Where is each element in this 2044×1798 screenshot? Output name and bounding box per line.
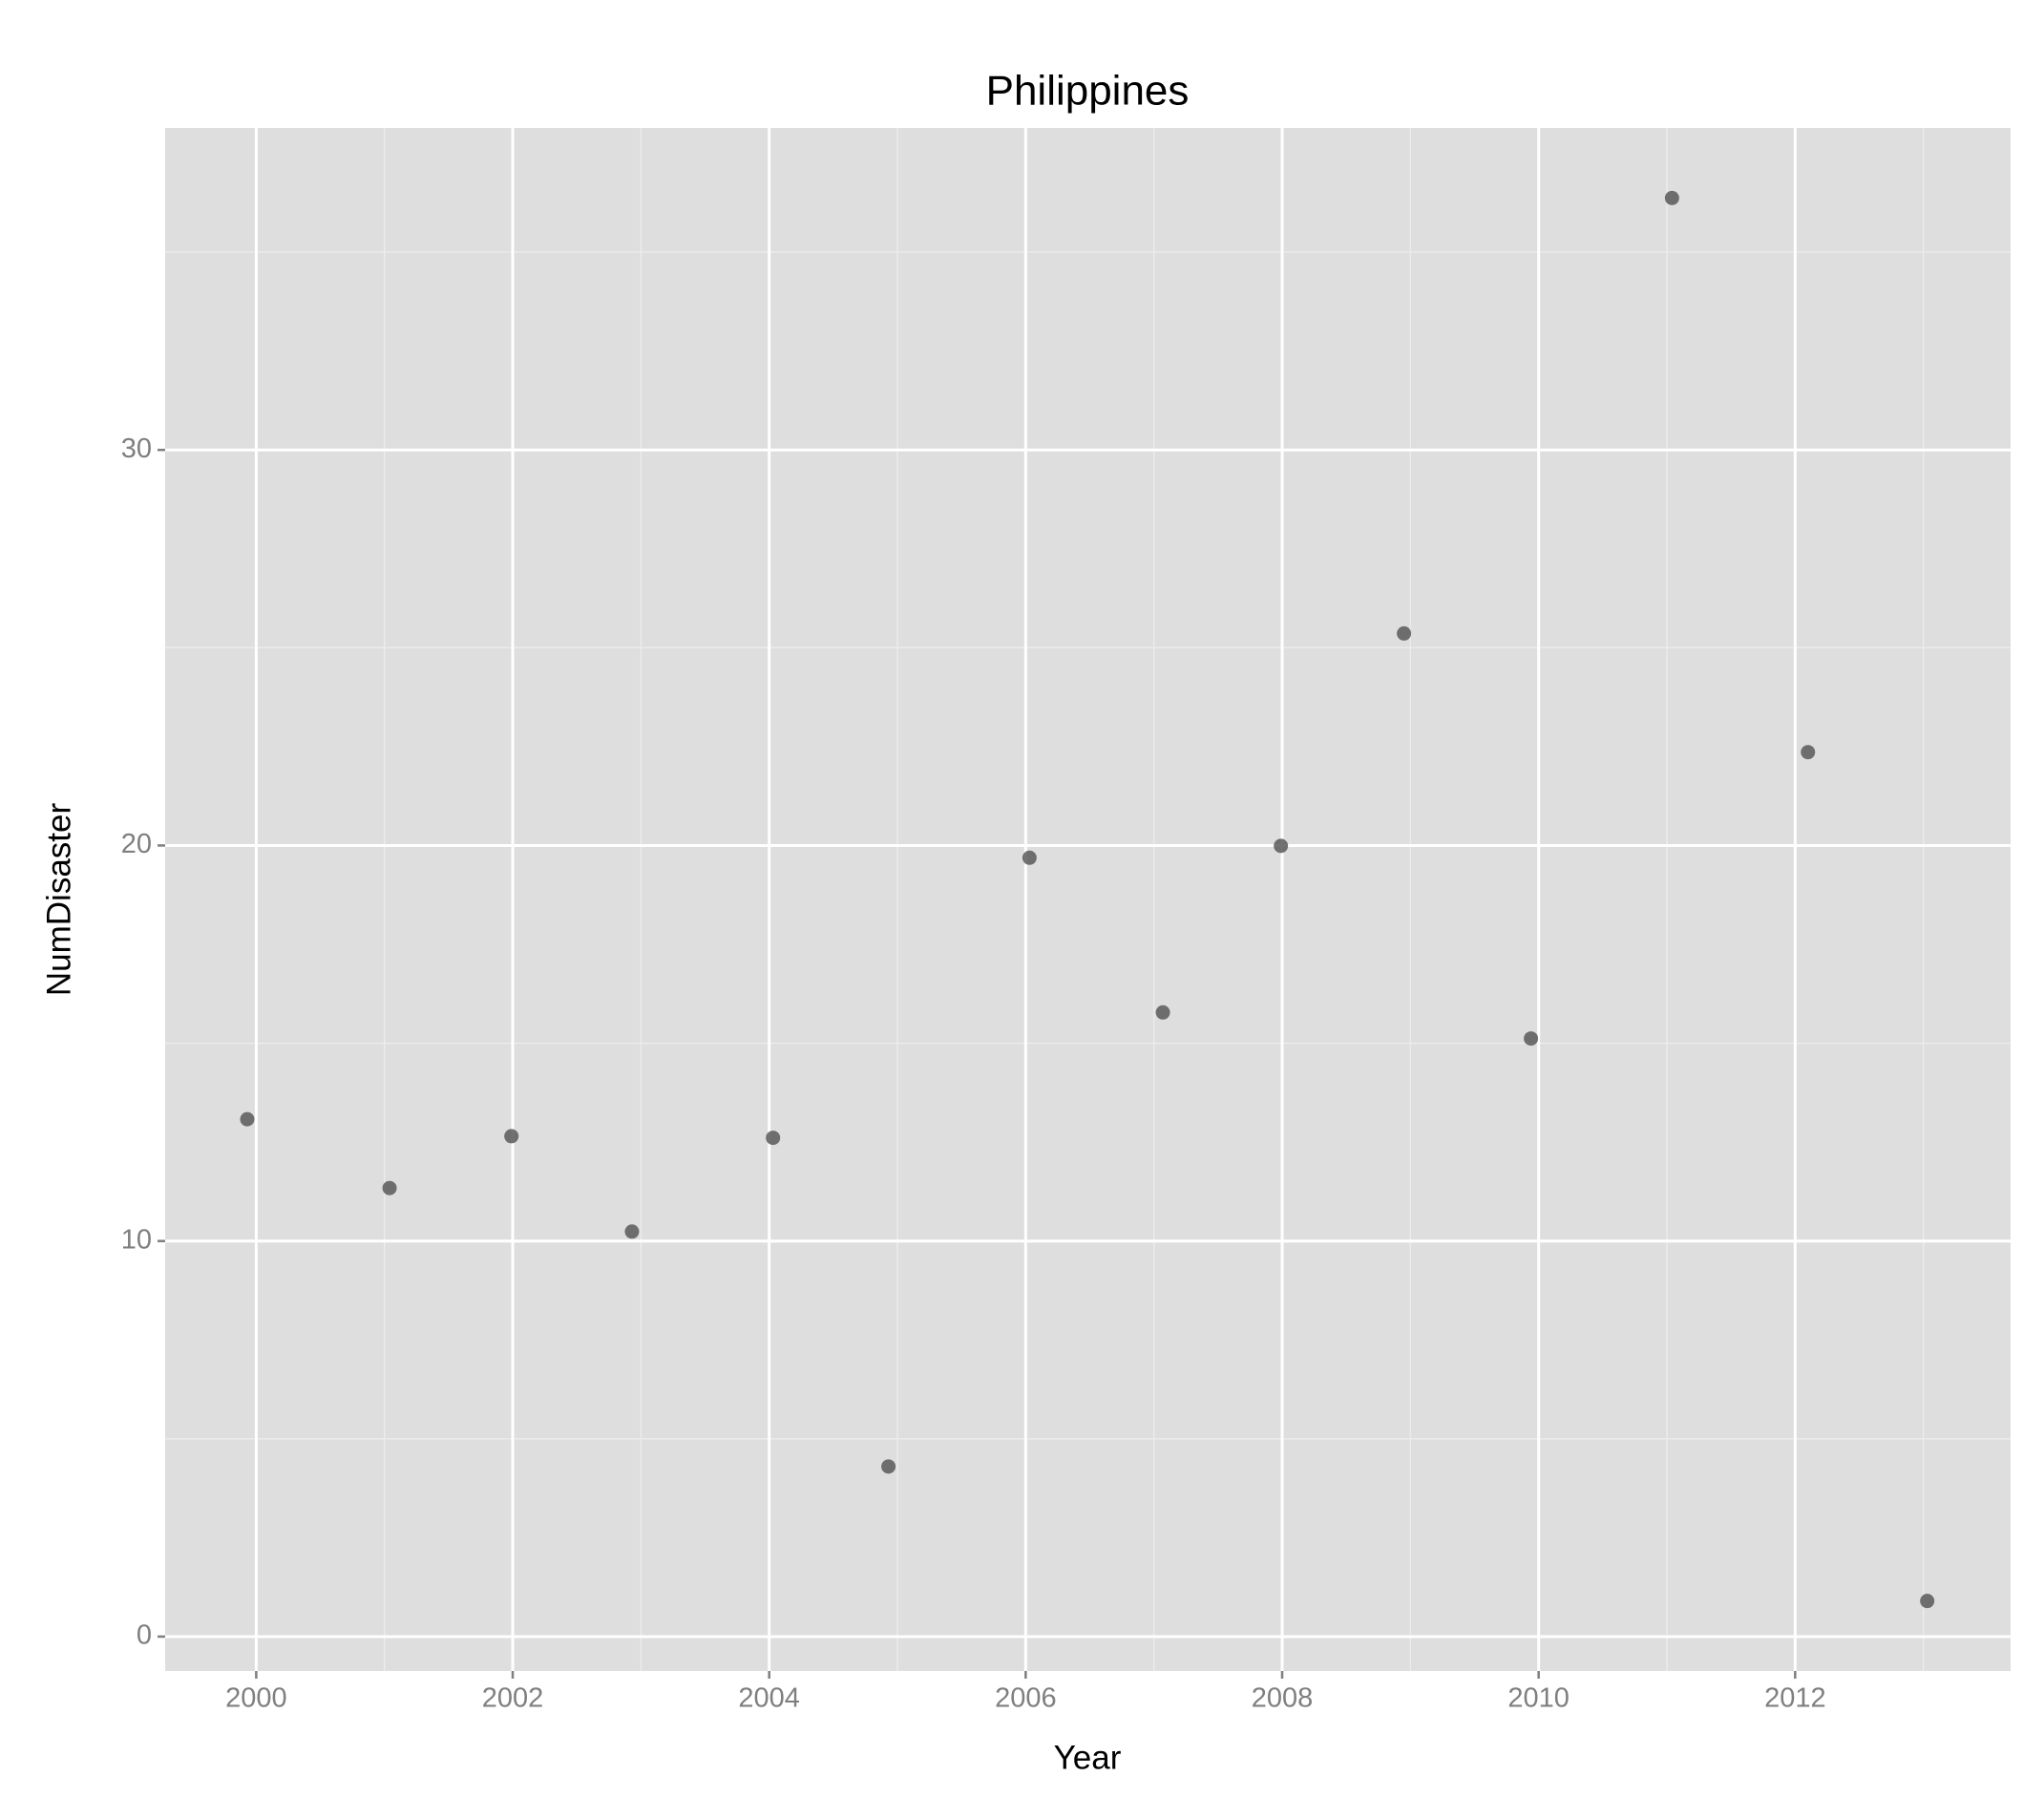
point [881,1459,896,1474]
x-tick-label: 2006 [995,1683,1057,1714]
point [240,1111,255,1127]
x-tick-label: 2008 [1252,1683,1314,1714]
y-tick-label: 30 [121,434,152,464]
point [504,1129,519,1144]
x-tick-label: 2012 [1764,1683,1826,1714]
x-axis-title: Year [1054,1739,1122,1776]
plot-panel [165,128,2011,1671]
x-tick-label: 2002 [482,1683,544,1714]
point [1274,838,1289,854]
point [382,1180,397,1195]
point [1022,850,1037,865]
point [766,1131,781,1146]
point [1920,1594,1935,1609]
y-tick-label: 20 [121,829,152,859]
point [1664,190,1679,205]
point [1524,1031,1539,1047]
y-tick-label: 10 [121,1224,152,1255]
point [1397,625,1412,641]
y-tick-label: 0 [137,1620,152,1651]
point [1155,1005,1170,1020]
x-tick-label: 2000 [225,1683,287,1714]
chart-title: Philippines [986,68,1190,115]
x-tick-label: 2004 [738,1683,800,1714]
y-axis-title: NumDisaster [40,803,77,997]
point [1801,745,1816,760]
x-tick-label: 2010 [1507,1683,1570,1714]
point [624,1224,640,1239]
